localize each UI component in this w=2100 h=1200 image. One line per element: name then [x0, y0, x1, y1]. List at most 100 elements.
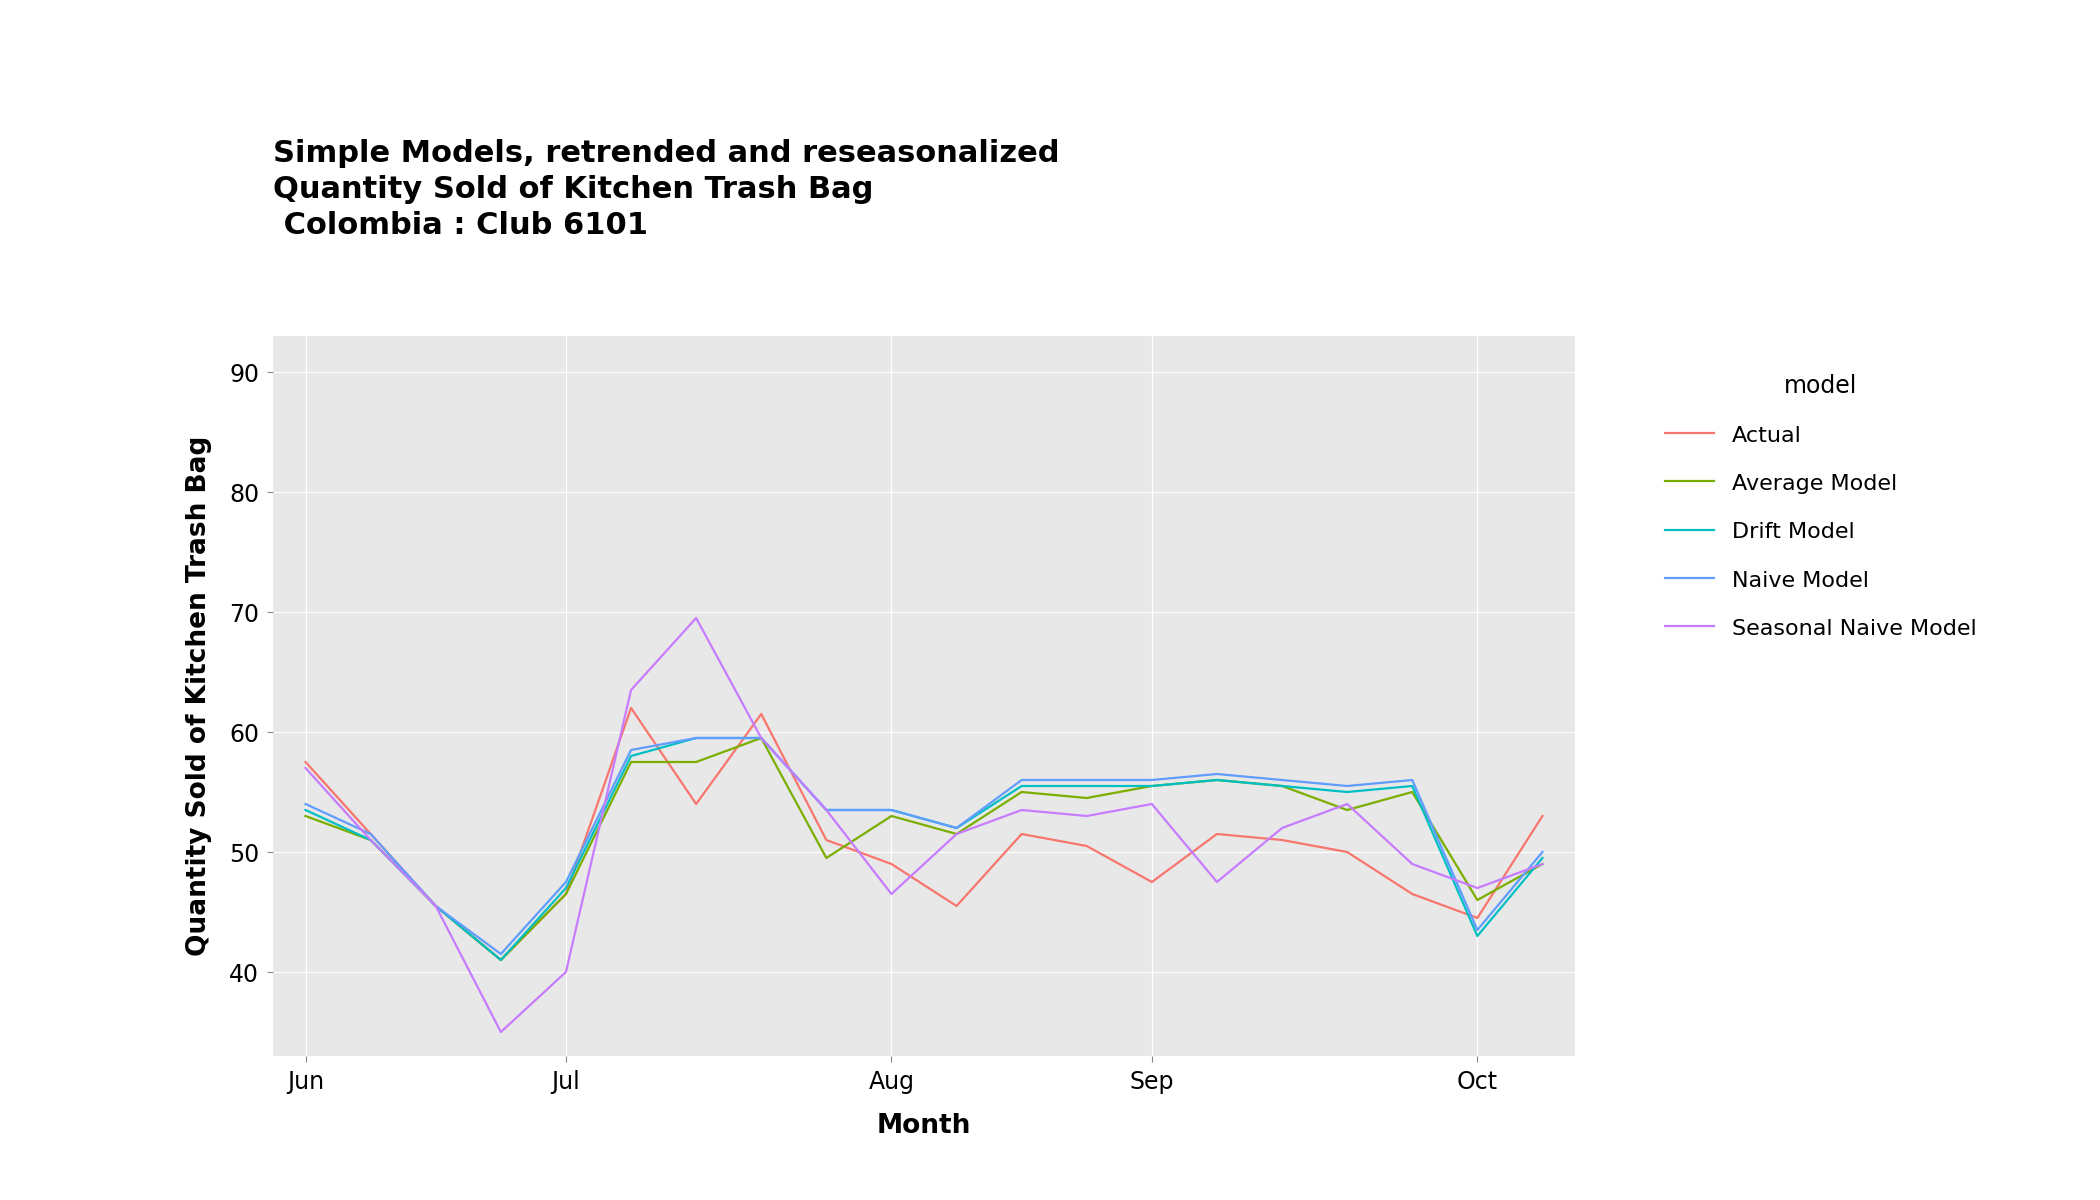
Naive Model — [422, 899, 449, 913]
Actual — [685, 797, 710, 811]
Naive Model — [1268, 773, 1294, 787]
Average Model — [487, 953, 514, 967]
Text: Simple Models, retrended and reseasonalized
Quantity Sold of Kitchen Trash Bag
 : Simple Models, retrended and reseasonali… — [273, 139, 1060, 240]
Seasonal Naive Model — [1073, 809, 1100, 823]
Naive Model — [1205, 767, 1231, 781]
Actual — [1010, 827, 1035, 841]
Seasonal Naive Model — [487, 1025, 514, 1039]
Actual — [748, 707, 773, 721]
Drift Model — [1466, 929, 1491, 943]
Actual — [945, 899, 970, 913]
Average Model — [1268, 779, 1294, 793]
Legend: Actual, Average Model, Drift Model, Naive Model, Seasonal Naive Model: Actual, Average Model, Drift Model, Naiv… — [1638, 347, 2003, 666]
Average Model — [1466, 893, 1491, 907]
Naive Model — [748, 731, 773, 745]
Drift Model — [1268, 779, 1294, 793]
Drift Model — [1073, 779, 1100, 793]
Drift Model — [294, 803, 319, 817]
Naive Model — [1529, 845, 1554, 859]
Average Model — [1010, 785, 1035, 799]
Actual — [1073, 839, 1100, 853]
Naive Model — [620, 743, 645, 757]
Average Model — [357, 833, 384, 847]
Actual — [487, 953, 514, 967]
Drift Model — [1399, 779, 1424, 793]
Drift Model — [1529, 851, 1554, 865]
Seasonal Naive Model — [945, 827, 970, 841]
Drift Model — [1010, 779, 1035, 793]
Average Model — [815, 851, 840, 865]
Actual — [1205, 827, 1231, 841]
Average Model — [1336, 803, 1361, 817]
Actual — [1140, 875, 1166, 889]
Seasonal Naive Model — [1140, 797, 1166, 811]
Naive Model — [1399, 773, 1424, 787]
Average Model — [748, 731, 773, 745]
Seasonal Naive Model — [1268, 821, 1294, 835]
Drift Model — [1140, 779, 1166, 793]
Seasonal Naive Model — [880, 887, 905, 901]
Actual — [620, 701, 645, 715]
Actual — [1268, 833, 1294, 847]
Seasonal Naive Model — [685, 611, 710, 625]
Seasonal Naive Model — [1466, 881, 1491, 895]
Actual — [422, 899, 449, 913]
Average Model — [1140, 779, 1166, 793]
Line: Naive Model: Naive Model — [307, 738, 1541, 954]
Line: Average Model: Average Model — [307, 738, 1541, 960]
Naive Model — [880, 803, 905, 817]
Drift Model — [880, 803, 905, 817]
Seasonal Naive Model — [294, 761, 319, 775]
Seasonal Naive Model — [1529, 857, 1554, 871]
Actual — [1466, 911, 1491, 925]
Drift Model — [620, 749, 645, 763]
Average Model — [554, 887, 580, 901]
Actual — [554, 887, 580, 901]
Actual — [815, 833, 840, 847]
X-axis label: Month: Month — [878, 1114, 970, 1139]
Average Model — [422, 899, 449, 913]
Seasonal Naive Model — [748, 731, 773, 745]
Naive Model — [685, 731, 710, 745]
Y-axis label: Quantity Sold of Kitchen Trash Bag: Quantity Sold of Kitchen Trash Bag — [187, 436, 212, 956]
Drift Model — [748, 731, 773, 745]
Average Model — [1529, 857, 1554, 871]
Naive Model — [1010, 773, 1035, 787]
Actual — [1529, 809, 1554, 823]
Seasonal Naive Model — [1336, 797, 1361, 811]
Average Model — [1073, 791, 1100, 805]
Drift Model — [945, 821, 970, 835]
Drift Model — [422, 899, 449, 913]
Seasonal Naive Model — [815, 803, 840, 817]
Seasonal Naive Model — [620, 683, 645, 697]
Line: Seasonal Naive Model: Seasonal Naive Model — [307, 618, 1541, 1032]
Drift Model — [554, 881, 580, 895]
Drift Model — [815, 803, 840, 817]
Naive Model — [294, 797, 319, 811]
Naive Model — [945, 821, 970, 835]
Drift Model — [357, 833, 384, 847]
Seasonal Naive Model — [1399, 857, 1424, 871]
Drift Model — [1205, 773, 1231, 787]
Line: Drift Model: Drift Model — [307, 738, 1541, 960]
Drift Model — [1336, 785, 1361, 799]
Seasonal Naive Model — [1205, 875, 1231, 889]
Average Model — [685, 755, 710, 769]
Seasonal Naive Model — [1010, 803, 1035, 817]
Naive Model — [357, 827, 384, 841]
Naive Model — [1466, 923, 1491, 937]
Naive Model — [487, 947, 514, 961]
Average Model — [620, 755, 645, 769]
Average Model — [1399, 785, 1424, 799]
Actual — [1336, 845, 1361, 859]
Drift Model — [487, 953, 514, 967]
Naive Model — [815, 803, 840, 817]
Actual — [294, 755, 319, 769]
Naive Model — [1073, 773, 1100, 787]
Average Model — [945, 827, 970, 841]
Drift Model — [685, 731, 710, 745]
Actual — [357, 827, 384, 841]
Naive Model — [554, 875, 580, 889]
Line: Actual: Actual — [307, 708, 1541, 960]
Actual — [1399, 887, 1424, 901]
